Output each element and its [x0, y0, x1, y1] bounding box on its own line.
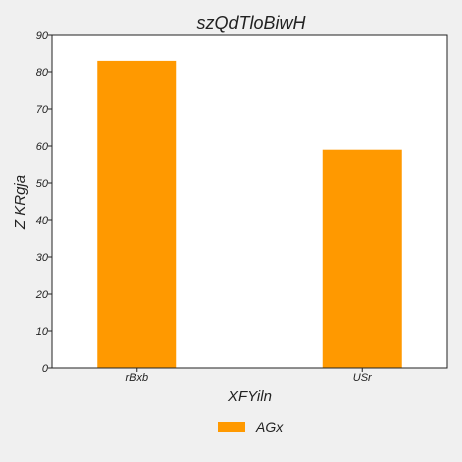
x-tick-label: rBxb	[125, 372, 148, 384]
x-tick-label: USr	[353, 372, 373, 384]
bar-rBxb	[97, 60, 177, 369]
chart-title: szQdTloBiwH	[196, 13, 306, 33]
y-tick-label: 90	[36, 30, 49, 42]
legend: AGx	[218, 419, 284, 435]
y-tick-label: 40	[36, 215, 49, 227]
y-tick-label: 0	[42, 363, 49, 375]
y-tick-label: 70	[36, 104, 49, 116]
plot-border	[51, 34, 448, 369]
x-axis-label: XFYiln	[227, 388, 272, 405]
y-tick-label: 60	[36, 141, 49, 153]
y-tick-label: 10	[36, 326, 49, 338]
y-tick-label: 30	[36, 252, 49, 264]
legend-swatch	[218, 422, 245, 432]
y-axis-label: Z KRgja	[12, 175, 29, 230]
y-axis: 0 10 20 30 40 50 60 70 80 90	[35, 30, 52, 375]
y-tick-label: 80	[36, 67, 49, 79]
bar-USr	[322, 149, 402, 368]
bars-layer	[97, 60, 402, 369]
x-axis: rBxb USr	[125, 368, 373, 384]
y-tick-label: 50	[36, 178, 49, 190]
legend-label: AGx	[255, 419, 284, 435]
y-tick-label: 20	[35, 289, 49, 301]
